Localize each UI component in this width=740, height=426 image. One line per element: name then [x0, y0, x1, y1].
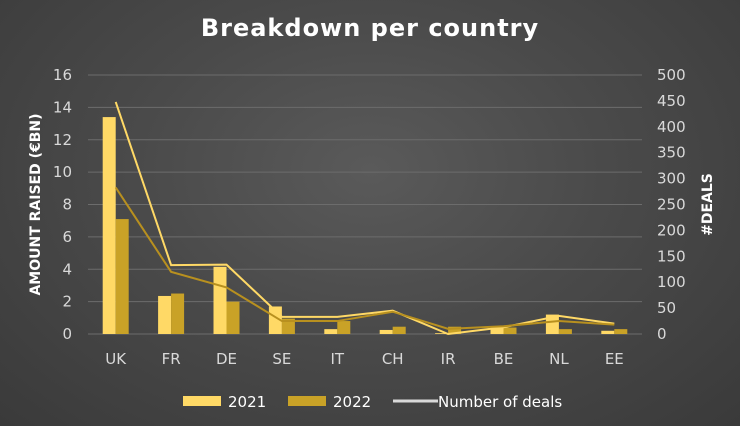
bar-2021-EE: [601, 330, 615, 334]
x-tick-label: UK: [105, 350, 127, 368]
bar-2022-UK: [115, 219, 129, 334]
bar-2021-DE: [213, 266, 227, 334]
x-tick-label: EE: [605, 350, 624, 368]
x-tick-label: DE: [216, 350, 237, 368]
y2-tick-label: 500: [657, 66, 686, 84]
bar-2022-BE: [503, 327, 517, 334]
y-axis-label: AMOUNT RAISED (€BN): [28, 113, 44, 295]
bar-2022-IR: [448, 326, 462, 334]
line-number-of-deals: [114, 101, 615, 336]
bar-2021-FR: [158, 295, 172, 334]
y2-tick-label: 0: [657, 325, 667, 343]
bar-2022-DE: [226, 301, 240, 334]
y-tick-label: 4: [62, 260, 72, 278]
line-secondary: [114, 186, 615, 330]
bar-2021-IT: [324, 329, 338, 334]
y-tick-label: 12: [53, 131, 72, 149]
bar-2022-CH: [392, 326, 406, 334]
y-tick-label: 6: [62, 228, 72, 246]
x-tick-label: BE: [494, 350, 514, 368]
bar-2022-SE: [281, 318, 295, 334]
bar-2022-FR: [171, 293, 185, 334]
bar-2022-IT: [337, 321, 351, 334]
bar-2022-EE: [614, 329, 628, 334]
y2-tick-label: 250: [657, 196, 686, 214]
legend-label-2021: 2021: [228, 393, 266, 411]
y2-axis-label: #DEALS: [700, 173, 716, 236]
x-tick-label: IT: [331, 350, 345, 368]
y2-tick-label: 450: [657, 92, 686, 110]
bar-2021-UK: [102, 117, 116, 335]
y2-tick-label: 300: [657, 170, 686, 188]
y2-tick-label: 350: [657, 144, 686, 162]
bar-2022-NL: [558, 329, 572, 334]
bar-2021-IR: [435, 333, 449, 334]
y-tick-label: 10: [53, 163, 72, 181]
bar-2021-NL: [545, 314, 559, 334]
x-tick-label: NL: [549, 350, 569, 368]
y-tick-label: 16: [53, 66, 72, 84]
bar-2021-CH: [379, 329, 393, 334]
bar-2021-BE: [490, 327, 504, 334]
y2-tick-label: 100: [657, 273, 686, 291]
y-tick-label: 0: [62, 325, 72, 343]
y2-tick-label: 150: [657, 247, 686, 265]
chart-title: Breakdown per country: [200, 14, 540, 42]
x-tick-label: CH: [382, 350, 404, 368]
legend-label-2022: 2022: [333, 393, 371, 411]
x-tick-label: IR: [441, 350, 456, 368]
y-tick-label: 2: [62, 293, 72, 311]
x-tick-label: SE: [272, 350, 291, 368]
y2-tick-label: 50: [657, 299, 676, 317]
y-tick-label: 14: [53, 98, 72, 116]
y2-tick-label: 200: [657, 221, 686, 239]
legend-label-deals: Number of deals: [438, 393, 562, 411]
legend-swatch-2022: [288, 396, 326, 406]
y2-tick-label: 400: [657, 118, 686, 136]
legend-swatch-2021: [183, 396, 221, 406]
x-tick-label: FR: [162, 350, 181, 368]
y-tick-label: 8: [62, 196, 72, 214]
